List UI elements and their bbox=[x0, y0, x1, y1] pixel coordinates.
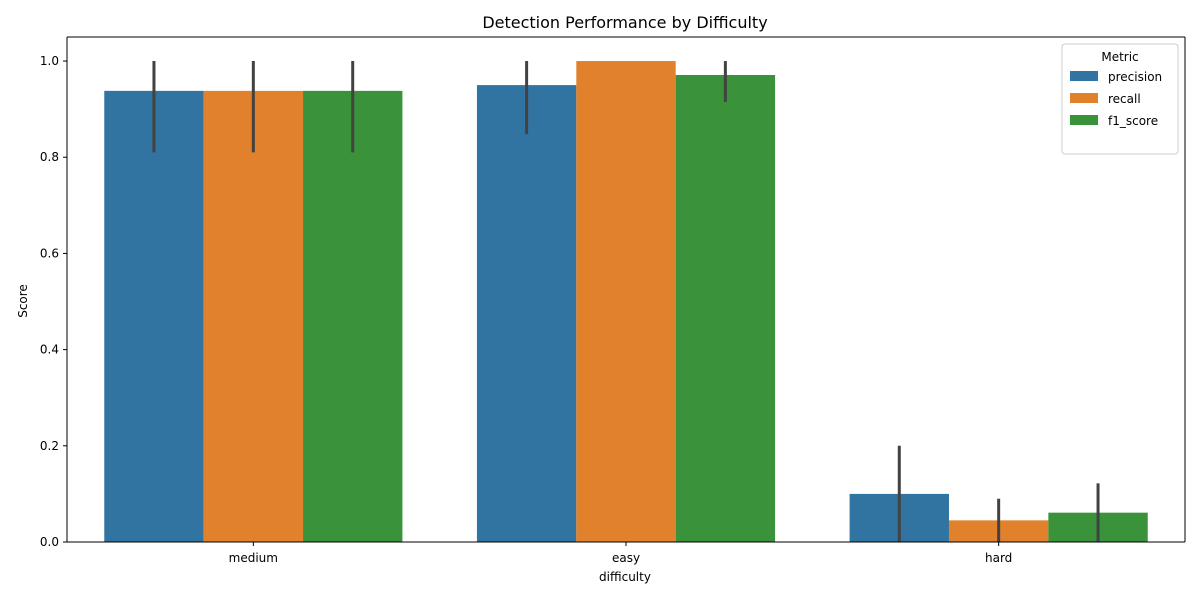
bar-recall-medium bbox=[203, 90, 304, 542]
legend-swatch-f1_score bbox=[1070, 115, 1098, 125]
y-tick-label: 0.6 bbox=[40, 246, 59, 260]
x-tick-label-medium: medium bbox=[229, 551, 278, 565]
y-tick-label: 0.8 bbox=[40, 150, 59, 164]
bar-recall-easy bbox=[576, 61, 676, 543]
legend-swatch-precision bbox=[1070, 71, 1098, 81]
x-tick-label-easy: easy bbox=[612, 551, 640, 565]
chart-title: Detection Performance by Difficulty bbox=[482, 13, 767, 32]
legend-title: Metric bbox=[1101, 50, 1138, 64]
bar-f1_score-easy bbox=[675, 74, 776, 542]
y-axis-label: Score bbox=[16, 284, 30, 318]
legend: Metric precision recall f1_score bbox=[1061, 43, 1179, 155]
legend-label-recall: recall bbox=[1108, 92, 1141, 106]
legend-label-f1_score: f1_score bbox=[1108, 114, 1158, 128]
plot-area: 0.0 0.2 0.4 0.6 0.8 1.0 medium easy hard bbox=[40, 36, 1186, 565]
bar-precision-medium bbox=[104, 90, 204, 542]
y-tick-label: 0.0 bbox=[40, 535, 59, 549]
y-tick-label: 0.2 bbox=[40, 439, 59, 453]
x-tick-label-hard: hard bbox=[985, 551, 1012, 565]
y-tick-label: 1.0 bbox=[40, 54, 59, 68]
legend-swatch-recall bbox=[1070, 93, 1098, 103]
legend-label-precision: precision bbox=[1108, 70, 1162, 84]
y-tick-label: 0.4 bbox=[40, 343, 59, 357]
x-axis-label: difficulty bbox=[599, 570, 651, 584]
bar-precision-easy bbox=[476, 85, 577, 542]
bar-f1_score-medium bbox=[303, 90, 403, 542]
